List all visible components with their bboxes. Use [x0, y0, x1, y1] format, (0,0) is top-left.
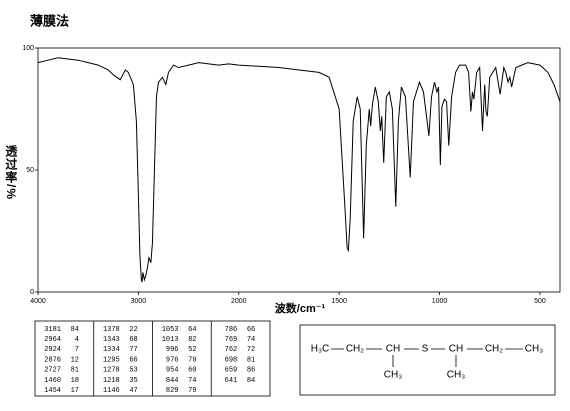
structure-group: H₃C [311, 344, 330, 355]
peak-wavenumber: 2727 [44, 367, 61, 375]
x-tick-label: 1000 [432, 298, 448, 305]
y-axis-label: 透过率/% [4, 145, 18, 200]
peak-wavenumber: 641 [225, 377, 238, 385]
peak-transmittance: 84 [247, 377, 255, 385]
peak-transmittance: 47 [129, 387, 137, 395]
peak-transmittance: 77 [129, 346, 137, 354]
peak-transmittance: 64 [188, 326, 196, 334]
structure-group: CH₂ [485, 344, 503, 355]
peak-transmittance: 68 [129, 336, 137, 344]
peak-wavenumber: 1013 [162, 336, 179, 344]
peak-transmittance: 7 [75, 346, 79, 354]
peak-wavenumber: 996 [166, 346, 179, 354]
x-tick-label: 3000 [131, 298, 147, 305]
peak-transmittance: 81 [71, 367, 79, 375]
structure-group: S [422, 344, 429, 355]
peak-transmittance: 84 [71, 326, 79, 334]
peak-wavenumber: 2876 [44, 356, 61, 364]
structure-group: CH₃ [525, 344, 544, 355]
peak-transmittance: 35 [129, 377, 137, 385]
spectrum-line [37, 57, 561, 283]
peak-transmittance: 74 [247, 336, 255, 344]
structure-box [299, 324, 556, 396]
peak-transmittance: 72 [247, 346, 255, 354]
peak-wavenumber: 844 [166, 377, 179, 385]
peak-wavenumber: 698 [225, 356, 238, 364]
peak-wavenumber: 954 [166, 367, 179, 375]
y-tick-label: 0 [30, 289, 34, 296]
peak-wavenumber: 1146 [103, 387, 120, 395]
peak-transmittance: 17 [71, 387, 79, 395]
peak-transmittance: 22 [129, 326, 137, 334]
x-tick-label: 500 [534, 298, 546, 305]
peak-wavenumber: 786 [225, 326, 238, 334]
peak-wavenumber: 1460 [44, 377, 61, 385]
peak-wavenumber: 762 [225, 346, 238, 354]
peak-transmittance: 53 [129, 367, 137, 375]
peak-transmittance: 79 [188, 387, 196, 395]
peak-wavenumber: 1334 [103, 346, 120, 354]
chart-title: 薄膜法 [30, 13, 69, 28]
peak-transmittance: 81 [247, 356, 255, 364]
peak-transmittance: 66 [247, 326, 255, 334]
peak-wavenumber: 769 [225, 336, 238, 344]
peak-wavenumber: 1278 [103, 367, 120, 375]
peak-wavenumber: 659 [225, 367, 238, 375]
structure-branch: CH₃ [384, 370, 403, 381]
plot-frame [37, 47, 561, 293]
peak-wavenumber: 829 [166, 387, 179, 395]
peak-transmittance: 12 [71, 356, 79, 364]
peak-wavenumber: 1343 [103, 336, 120, 344]
x-tick-label: 2000 [231, 298, 247, 305]
structure-group: CH [386, 344, 400, 355]
peak-transmittance: 79 [188, 356, 196, 364]
structure-group: CH₂ [346, 344, 364, 355]
peak-wavenumber: 1378 [103, 326, 120, 334]
peak-transmittance: 4 [75, 336, 79, 344]
peak-wavenumber: 1295 [103, 356, 120, 364]
peak-wavenumber: 1053 [162, 326, 179, 334]
peak-transmittance: 66 [129, 356, 137, 364]
peak-transmittance: 82 [188, 336, 196, 344]
peak-transmittance: 86 [247, 367, 255, 375]
peak-wavenumber: 3181 [44, 326, 61, 334]
y-tick-label: 100 [22, 45, 34, 52]
peak-wavenumber: 976 [166, 356, 179, 364]
peak-transmittance: 18 [71, 377, 79, 385]
structure-branch: CH₃ [447, 370, 466, 381]
y-tick-label: 50 [26, 167, 34, 174]
peak-transmittance: 60 [188, 367, 196, 375]
peak-wavenumber: 2964 [44, 336, 61, 344]
peak-wavenumber: 1454 [44, 387, 61, 395]
peak-wavenumber: 2924 [44, 346, 61, 354]
peak-wavenumber: 1218 [103, 377, 120, 385]
x-axis-label: 波数/cm⁻¹ [275, 301, 326, 315]
x-tick-label: 4000 [30, 298, 46, 305]
peak-transmittance: 52 [188, 346, 196, 354]
peak-transmittance: 74 [188, 377, 196, 385]
x-tick-label: 1500 [331, 298, 347, 305]
structure-group: CH [449, 344, 463, 355]
